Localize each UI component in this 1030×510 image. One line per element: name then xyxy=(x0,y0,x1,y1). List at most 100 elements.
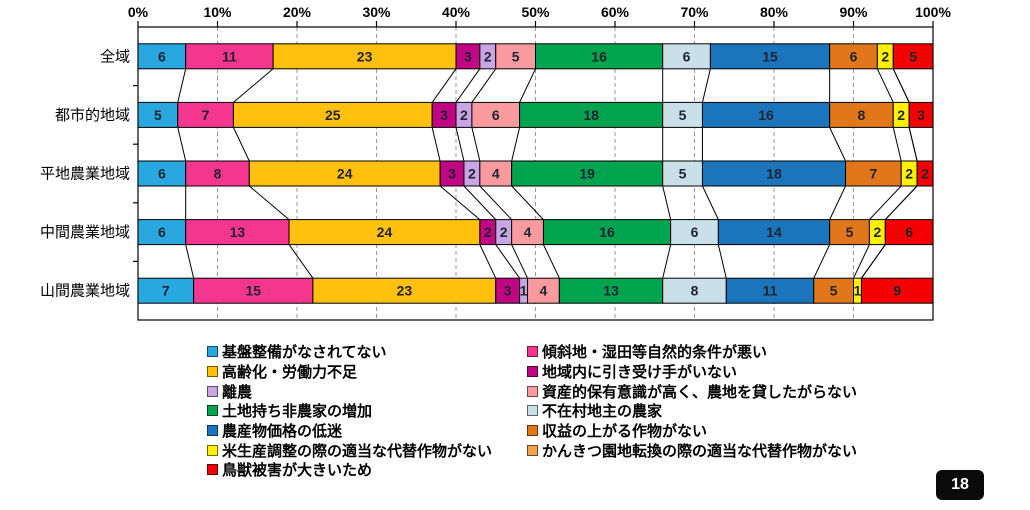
legend-column-left: 基盤整備がなされてない 高齢化・労働力不足 離農 土地持ち非農家の増加 農産物価格の低迷… xyxy=(207,342,492,480)
bar-value-label: 2 xyxy=(921,166,929,182)
bar-value-label: 9 xyxy=(893,283,901,299)
legend-label: 土地持ち非農家の増加 xyxy=(222,403,373,421)
bar-value-label: 3 xyxy=(448,166,456,182)
connector-line xyxy=(908,127,918,162)
axis-tick-label: 100% xyxy=(915,4,951,20)
legend-marker-icon xyxy=(527,405,538,417)
bar-value-label: 16 xyxy=(758,107,774,123)
axis-tick-label: 10% xyxy=(203,4,232,20)
connector-line xyxy=(288,244,314,279)
bar-segment xyxy=(884,219,934,246)
legend-label: 高齢化・労働力不足 xyxy=(222,364,358,382)
axis-tick-label: 90% xyxy=(839,4,868,20)
bar-value-label: 5 xyxy=(154,107,162,123)
bar-segment xyxy=(272,43,457,70)
bar-segment xyxy=(312,277,497,304)
bar-value-label: 24 xyxy=(337,166,353,182)
bar-value-label: 11 xyxy=(763,283,778,299)
bar-value-label: 18 xyxy=(583,107,599,123)
bar-segment xyxy=(511,219,544,246)
connector-line xyxy=(463,185,497,220)
bar-segment xyxy=(916,160,934,187)
connector-line xyxy=(185,244,195,279)
legend-item: 高齢化・労働力不足 xyxy=(207,362,492,382)
bar-value-label: 11 xyxy=(222,48,237,64)
bar-value-label: 6 xyxy=(492,107,500,123)
bar-value-label: 3 xyxy=(917,107,925,123)
bar-segment xyxy=(137,219,187,246)
legend-item: 基盤整備がなされてない xyxy=(207,342,492,362)
bar-value-label: 1 xyxy=(854,283,862,299)
connector-line xyxy=(511,127,521,162)
bar-segment xyxy=(662,160,703,187)
legend-marker-icon xyxy=(207,405,218,417)
connector-line xyxy=(701,68,711,103)
bar-value-label: 2 xyxy=(897,107,905,123)
bar-value-label: 5 xyxy=(679,166,687,182)
bar-value-label: 5 xyxy=(679,107,687,123)
bar-segment xyxy=(495,43,536,70)
bar-segment xyxy=(177,101,234,128)
bar-segment xyxy=(725,277,815,304)
bar-segment xyxy=(829,101,894,128)
bar-segment xyxy=(185,43,274,70)
bar-value-label: 16 xyxy=(591,48,607,64)
bar-value-label: 15 xyxy=(762,48,778,64)
legend-item: 傾斜地・湿田等自然的条件が悪い xyxy=(527,342,857,362)
page-number: 18 xyxy=(951,476,969,493)
bar-value-label: 23 xyxy=(397,283,413,299)
category-label: 中間農業地域 xyxy=(40,224,130,241)
connector-line xyxy=(233,68,274,103)
legend-marker-icon xyxy=(207,444,218,456)
bar-segment xyxy=(892,43,934,70)
legend-label: 離農 xyxy=(222,383,253,401)
bar-value-label: 2 xyxy=(873,224,881,240)
bar-value-label: 6 xyxy=(158,48,166,64)
bar-value-label: 6 xyxy=(683,48,691,64)
connector-line xyxy=(869,185,902,220)
legend-label: かんきつ園地転換の際の適当な代替作物がない xyxy=(542,442,858,460)
bar-value-label: 2 xyxy=(500,224,508,240)
connector-line xyxy=(829,127,847,162)
connector-line xyxy=(177,127,187,162)
bar-value-label: 4 xyxy=(540,283,548,299)
bar-value-label: 15 xyxy=(245,283,261,299)
bar-value-label: 5 xyxy=(909,48,917,64)
bar-value-label: 4 xyxy=(492,166,500,182)
bar-segment xyxy=(829,219,870,246)
connector-line xyxy=(455,127,465,162)
connector-line xyxy=(829,185,847,220)
connector-line xyxy=(876,68,894,103)
connector-line xyxy=(471,68,497,103)
bar-value-label: 6 xyxy=(691,224,699,240)
connector-line xyxy=(455,68,481,103)
bar-value-label: 5 xyxy=(512,48,520,64)
legend-marker-icon xyxy=(207,385,218,397)
connector-line xyxy=(519,68,536,103)
bar-segment xyxy=(829,43,878,70)
connector-line xyxy=(479,244,497,279)
connector-line xyxy=(701,185,719,220)
legend-marker-icon xyxy=(207,346,218,358)
connector-line xyxy=(884,185,918,220)
legend-marker-icon xyxy=(207,366,218,378)
legend-label: 傾斜地・湿田等自然的条件が悪い xyxy=(542,344,768,362)
bar-segment xyxy=(662,43,711,70)
legend-marker-icon xyxy=(207,464,218,476)
connector-line xyxy=(431,127,441,162)
legend-column-right: 傾斜地・湿田等自然的条件が悪い 地域内に引き受け手がいない 資産的保有意識が高く、農… xyxy=(527,342,857,460)
legend-label: 米生産調整の際の適当な代替作物がない xyxy=(222,442,493,460)
axis-tick-label: 40% xyxy=(442,4,471,20)
bar-segment xyxy=(185,219,290,246)
bar-segment xyxy=(662,277,727,304)
bar-value-label: 2 xyxy=(484,48,492,64)
axis-tick-label: 50% xyxy=(521,4,550,20)
legend-item: 米生産調整の際の適当な代替作物がない xyxy=(207,440,492,460)
connector-line xyxy=(813,244,831,279)
legend-label: 資産的保有意識が高く、農地を貸したがらない xyxy=(542,383,858,401)
bar-segment xyxy=(288,219,481,246)
connector-line xyxy=(861,244,886,279)
bar-value-label: 5 xyxy=(846,224,854,240)
bar-value-label: 1 xyxy=(520,283,528,299)
